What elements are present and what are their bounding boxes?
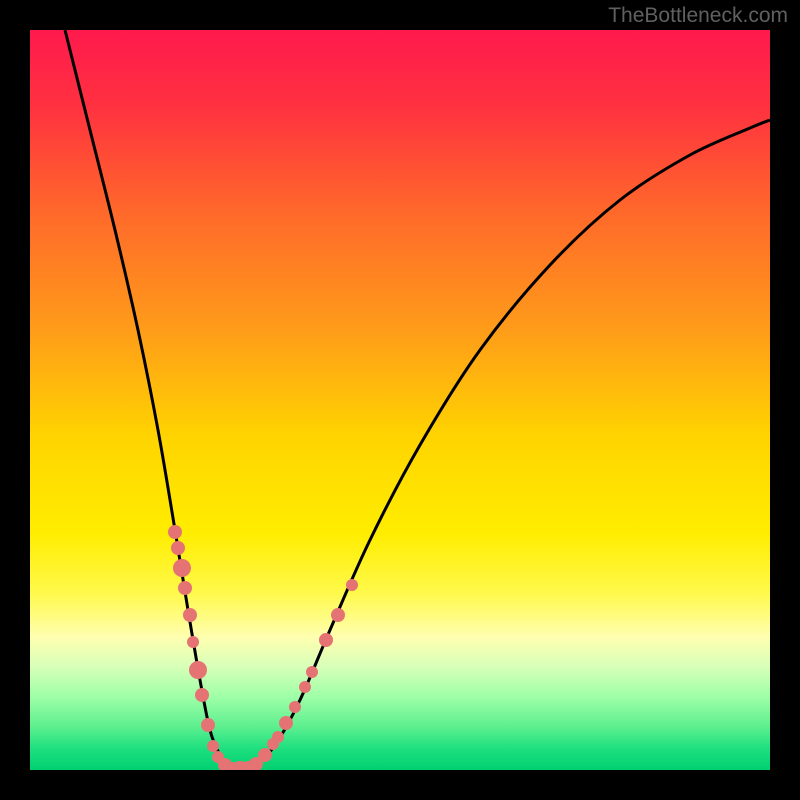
data-point (171, 541, 185, 555)
data-point (272, 731, 284, 743)
data-point (299, 681, 311, 693)
data-point (207, 740, 219, 752)
data-point (331, 608, 345, 622)
data-point (201, 718, 215, 732)
data-point (187, 636, 199, 648)
data-point (173, 559, 191, 577)
data-point (289, 701, 301, 713)
data-point (279, 716, 293, 730)
data-point (168, 525, 182, 539)
data-point (258, 748, 272, 762)
data-point (346, 579, 358, 591)
chart-container: TheBottleneck.com (0, 0, 800, 800)
data-point (195, 688, 209, 702)
plot-area (30, 30, 770, 770)
data-point (189, 661, 207, 679)
data-markers (168, 525, 358, 770)
curve-layer (30, 30, 770, 770)
data-point (306, 666, 318, 678)
data-point (319, 633, 333, 647)
left-curve (65, 30, 240, 770)
right-curve (240, 120, 770, 770)
watermark-text: TheBottleneck.com (608, 4, 788, 28)
data-point (178, 581, 192, 595)
data-point (183, 608, 197, 622)
